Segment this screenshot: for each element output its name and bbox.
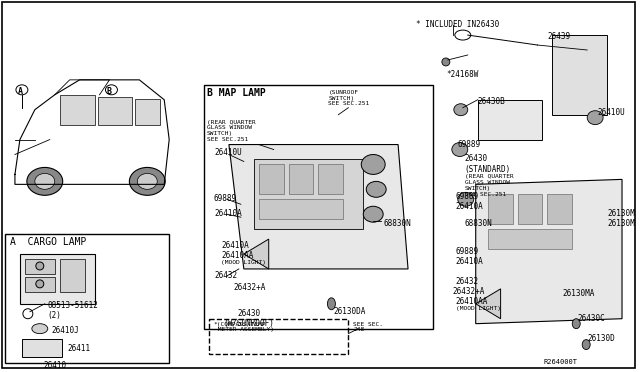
Bar <box>5 234 169 363</box>
Ellipse shape <box>582 340 590 350</box>
Bar <box>319 164 343 194</box>
Ellipse shape <box>36 280 44 288</box>
Ellipse shape <box>366 182 386 197</box>
Text: (REAR QUARTER
GLASS WINDOW
SWITCH)
SEE SEC.251: (REAR QUARTER GLASS WINDOW SWITCH) SEE S… <box>465 174 513 197</box>
Polygon shape <box>476 179 622 324</box>
Text: B: B <box>107 87 112 96</box>
Text: 26410U: 26410U <box>597 108 625 117</box>
Ellipse shape <box>452 142 468 157</box>
Polygon shape <box>229 145 408 269</box>
Ellipse shape <box>587 111 603 125</box>
Bar <box>204 85 433 329</box>
Text: * INCLUDED IN26430: * INCLUDED IN26430 <box>416 20 499 29</box>
Text: 69889: 69889 <box>458 140 481 148</box>
Text: 26410A: 26410A <box>214 209 242 218</box>
Text: 69889: 69889 <box>456 192 479 201</box>
Ellipse shape <box>442 58 450 66</box>
Ellipse shape <box>35 173 55 189</box>
Text: 26430
(W/SUNROOF): 26430 (W/SUNROOF) <box>223 309 275 328</box>
Bar <box>135 99 160 125</box>
Ellipse shape <box>32 324 48 334</box>
Text: (REAR QUARTER
GLASS WINDOW
SWITCH)
SEE SEC.251: (REAR QUARTER GLASS WINDOW SWITCH) SEE S… <box>207 120 256 142</box>
Text: 26410AA: 26410AA <box>221 251 253 260</box>
Ellipse shape <box>27 167 63 195</box>
Text: B MAP LAMP: B MAP LAMP <box>207 88 266 98</box>
Text: 26410A: 26410A <box>456 202 484 211</box>
Text: 26430B: 26430B <box>477 97 506 106</box>
Bar <box>289 164 314 194</box>
Text: 26430
(STANDARD): 26430 (STANDARD) <box>465 154 511 174</box>
Text: 26410A: 26410A <box>456 257 484 266</box>
Text: 26432+A: 26432+A <box>234 283 266 292</box>
Text: 68830N: 68830N <box>383 219 411 228</box>
Ellipse shape <box>572 319 580 329</box>
Bar <box>25 259 55 274</box>
Text: 26410: 26410 <box>43 360 67 369</box>
Ellipse shape <box>458 192 474 206</box>
Text: (MOOD LIGHT): (MOOD LIGHT) <box>456 306 501 311</box>
Text: (SUNROOF
SWITCH)
SEE SEC.251: (SUNROOF SWITCH) SEE SEC.251 <box>328 90 370 106</box>
Text: 26410AA: 26410AA <box>456 297 488 306</box>
Ellipse shape <box>328 298 335 310</box>
Polygon shape <box>476 289 500 319</box>
Text: 26130D: 26130D <box>587 334 615 343</box>
Bar <box>209 319 348 353</box>
Bar <box>552 35 607 115</box>
Ellipse shape <box>361 154 385 174</box>
Text: 68830N: 68830N <box>465 219 493 228</box>
Text: 26411: 26411 <box>68 344 91 353</box>
Text: 26410A: 26410A <box>221 241 249 250</box>
Text: A: A <box>17 87 22 96</box>
Text: (MOOD LIGHT): (MOOD LIGHT) <box>221 260 266 265</box>
Ellipse shape <box>129 167 165 195</box>
Bar <box>259 164 284 194</box>
Bar <box>518 194 543 224</box>
Text: 26130M: 26130M <box>607 219 635 228</box>
Text: 26130M: 26130M <box>607 209 635 218</box>
Text: 26130DA: 26130DA <box>333 307 366 316</box>
Bar <box>97 97 132 125</box>
Text: *(COMPASS/TEMP
 METER ASSEMBLY): *(COMPASS/TEMP METER ASSEMBLY) <box>214 322 274 333</box>
Bar <box>488 194 513 224</box>
Text: 26430C: 26430C <box>577 314 605 323</box>
Bar <box>20 254 95 304</box>
Ellipse shape <box>454 104 468 116</box>
Bar <box>547 194 572 224</box>
Bar <box>488 229 572 249</box>
Text: 26432+A: 26432+A <box>453 287 485 296</box>
Bar <box>60 95 95 125</box>
Ellipse shape <box>364 206 383 222</box>
Text: 26130MA: 26130MA <box>563 289 595 298</box>
Text: A  CARGO LAMP: A CARGO LAMP <box>10 237 86 247</box>
Bar <box>477 100 543 140</box>
Text: R264000T: R264000T <box>543 359 577 365</box>
Bar <box>60 259 84 292</box>
Bar <box>22 339 61 356</box>
Polygon shape <box>244 239 269 269</box>
Text: 69889: 69889 <box>214 194 237 203</box>
Text: 26439: 26439 <box>547 32 570 41</box>
Ellipse shape <box>138 173 157 189</box>
Text: *24168W: *24168W <box>446 70 478 79</box>
Bar <box>254 160 364 229</box>
Text: 26410U: 26410U <box>214 148 242 157</box>
Ellipse shape <box>36 262 44 270</box>
Text: 69889: 69889 <box>456 247 479 256</box>
Text: 08513-51612
(2): 08513-51612 (2) <box>48 301 99 320</box>
Bar <box>25 277 55 292</box>
Text: SEE SEC.
248: SEE SEC. 248 <box>353 322 383 333</box>
Text: 26432: 26432 <box>214 271 237 280</box>
Text: 26432: 26432 <box>456 277 479 286</box>
Text: 26410J: 26410J <box>52 326 79 335</box>
Bar <box>259 199 343 219</box>
